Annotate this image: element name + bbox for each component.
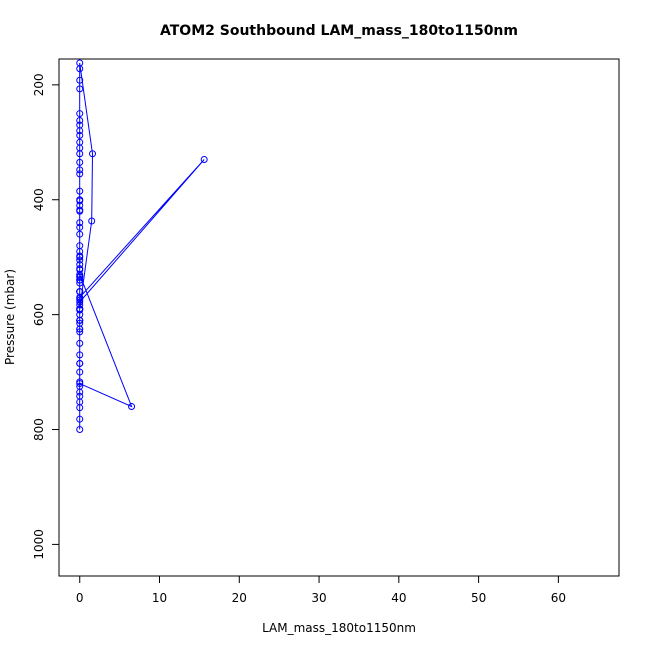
chart-title: ATOM2 Southbound LAM_mass_180to1150nm (160, 23, 518, 39)
x-tick-label: 20 (232, 591, 247, 605)
data-point (76, 219, 84, 227)
data-point (128, 403, 136, 411)
data-point (76, 359, 84, 367)
x-axis: 0 10 20 30 40 50 60 (76, 575, 566, 605)
data-point (76, 265, 84, 273)
y-axis-label: Pressure (mbar) (3, 269, 17, 365)
plot-area (76, 59, 208, 434)
y-tick-label: 1000 (32, 529, 46, 560)
data-point (76, 230, 84, 238)
y-tick-label: 800 (32, 418, 46, 441)
data-point (76, 351, 84, 359)
data-point (76, 380, 84, 388)
data-point (76, 298, 84, 306)
data-point (76, 288, 84, 296)
data-point (89, 150, 97, 158)
data-point (76, 131, 84, 139)
data-point (76, 85, 84, 93)
y-tick-label: 600 (32, 303, 46, 326)
data-point (76, 110, 84, 118)
data-point (76, 116, 84, 124)
data-point (76, 121, 84, 129)
x-tick-label: 10 (152, 591, 167, 605)
data-point (76, 273, 84, 281)
data-point (76, 59, 84, 67)
data-point (76, 196, 84, 204)
data-point (76, 170, 84, 178)
data-point (76, 256, 84, 264)
y-tick-label: 400 (32, 188, 46, 211)
data-point (88, 217, 96, 225)
x-axis-label: LAM_mass_180to1150nm (262, 621, 416, 635)
x-tick-label: 50 (471, 591, 486, 605)
data-point (76, 223, 84, 231)
data-point (76, 415, 84, 423)
data-point (76, 187, 84, 195)
data-point (76, 316, 84, 324)
y-axis: 200 400 600 800 1000 (32, 73, 60, 560)
data-point (76, 339, 84, 347)
data-point (76, 242, 84, 250)
plot-frame (58, 58, 620, 577)
data-point (76, 207, 84, 215)
x-tick-label: 60 (551, 591, 566, 605)
series-line (79, 62, 205, 430)
data-point (76, 158, 84, 166)
data-point (76, 276, 84, 284)
data-point (76, 76, 84, 84)
data-point (76, 325, 84, 333)
data-point (76, 382, 84, 390)
x-tick-label: 30 (311, 591, 326, 605)
data-point (76, 426, 84, 434)
data-point (76, 253, 84, 261)
data-point (76, 368, 84, 376)
x-tick-label: 40 (391, 591, 406, 605)
data-point (76, 392, 84, 400)
data-point (76, 305, 84, 313)
data-point (76, 328, 84, 336)
data-point (76, 261, 84, 269)
y-tick-label: 200 (32, 73, 46, 96)
data-point (76, 138, 84, 146)
data-point (76, 166, 84, 174)
data-point (200, 156, 208, 164)
x-tick-label: 0 (76, 591, 84, 605)
